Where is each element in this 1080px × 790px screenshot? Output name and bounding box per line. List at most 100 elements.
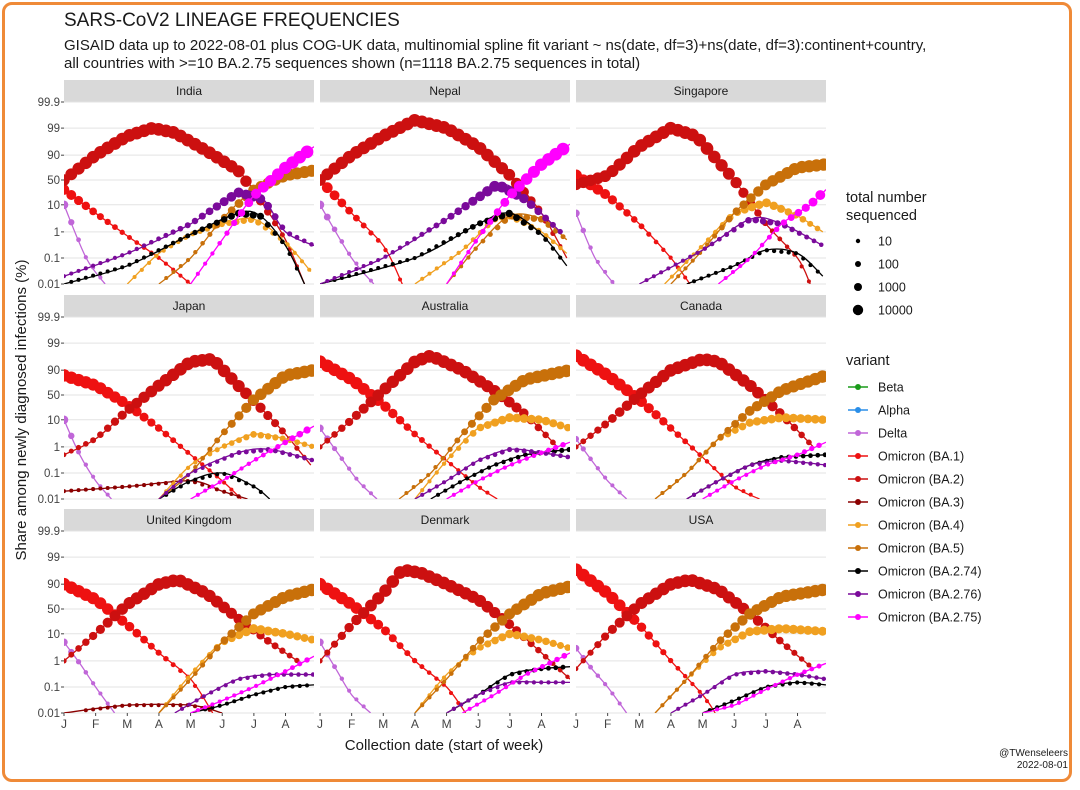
obs-point: [744, 697, 749, 702]
obs-point: [320, 638, 324, 646]
obs-point: [109, 610, 121, 622]
obs-point: [347, 688, 352, 693]
obs-point: [710, 650, 717, 657]
legend-variant-dot: [855, 384, 861, 390]
obs-point: [538, 450, 544, 456]
legend-variant-dot: [855, 453, 861, 459]
obs-point: [587, 432, 594, 439]
obs-point: [251, 448, 257, 454]
obs-point: [420, 703, 425, 708]
obs-point: [368, 491, 373, 496]
obs-point: [497, 615, 508, 626]
obs-point: [791, 649, 798, 656]
obs-point: [703, 653, 709, 660]
obs-point: [751, 690, 756, 695]
x-tick-label: J: [61, 717, 67, 731]
obs-point: [796, 230, 803, 236]
obs-point: [217, 480, 222, 485]
obs-point: [816, 583, 826, 597]
obs-point: [638, 223, 645, 230]
obs-point: [483, 421, 492, 429]
obs-point: [142, 483, 147, 488]
obs-point: [365, 396, 377, 408]
obs-point: [200, 662, 206, 668]
obs-point: [212, 202, 222, 211]
obs-point: [545, 447, 552, 453]
obs-point: [90, 681, 96, 686]
x-tick-label: M: [122, 717, 132, 731]
obs-point: [524, 456, 529, 461]
obs-point: [523, 214, 531, 222]
obs-point: [617, 490, 622, 495]
obs-point: [669, 274, 674, 279]
obs-point: [553, 680, 558, 685]
obs-point: [68, 432, 75, 440]
obs-point: [739, 200, 749, 209]
obs-point: [801, 460, 806, 465]
obs-point: [730, 622, 740, 632]
obs-point: [449, 671, 454, 676]
obs-point: [490, 418, 500, 427]
obs-point: [693, 133, 707, 147]
obs-point: [268, 676, 273, 681]
y-tick-label: 50: [47, 604, 60, 616]
obs-point: [725, 215, 733, 223]
obs-point: [564, 423, 570, 432]
points-omicron-ba-2: [64, 122, 299, 269]
obs-point: [329, 190, 340, 201]
obs-point: [388, 634, 397, 643]
obs-point: [803, 625, 813, 635]
obs-point: [818, 415, 826, 424]
fit-curve-omicron-ba-2-75: [190, 655, 314, 713]
obs-point: [539, 680, 544, 685]
obs-point: [455, 232, 461, 238]
obs-point: [614, 407, 625, 417]
obs-point: [511, 680, 516, 685]
obs-point: [809, 666, 815, 672]
obs-point: [171, 703, 176, 708]
obs-point: [517, 670, 522, 676]
points-omicron-ba-2-76: [180, 672, 314, 711]
obs-point: [524, 680, 529, 685]
obs-point: [601, 632, 610, 641]
obs-point: [653, 239, 659, 245]
legend-variant-label-omicron-ba-1: Omicron (BA.1): [878, 450, 964, 464]
obs-point: [213, 644, 221, 652]
obs-point: [527, 639, 535, 648]
obs-point: [245, 675, 250, 680]
obs-point: [441, 261, 447, 266]
obs-point: [170, 437, 177, 444]
obs-point: [786, 459, 791, 464]
obs-point: [549, 639, 557, 648]
obs-point: [354, 261, 359, 266]
obs-point: [690, 681, 695, 687]
obs-point: [736, 476, 742, 481]
obs-point: [550, 452, 556, 457]
obs-point: [450, 484, 455, 489]
y-tick-label: 90: [47, 150, 60, 162]
obs-point: [405, 257, 410, 263]
obs-point: [307, 635, 314, 644]
obs-point: [794, 452, 800, 458]
obs-point: [164, 703, 169, 708]
obs-point: [420, 492, 425, 497]
obs-point: [210, 705, 215, 710]
obs-point: [700, 142, 714, 155]
obs-point: [752, 626, 762, 636]
obs-point: [550, 239, 556, 245]
obs-point: [801, 256, 806, 261]
obs-point: [373, 619, 384, 630]
obs-point: [440, 217, 447, 225]
obs-point: [715, 159, 728, 172]
obs-point: [514, 447, 520, 453]
points-omicron-ba-2-74: [692, 452, 826, 497]
obs-point: [240, 387, 252, 400]
points-delta: [64, 200, 103, 280]
obs-point: [223, 683, 228, 688]
obs-point: [534, 423, 543, 432]
obs-point: [112, 255, 118, 260]
obs-point: [615, 202, 624, 211]
obs-point: [730, 176, 742, 189]
obs-point: [251, 484, 256, 489]
obs-point: [193, 477, 198, 482]
